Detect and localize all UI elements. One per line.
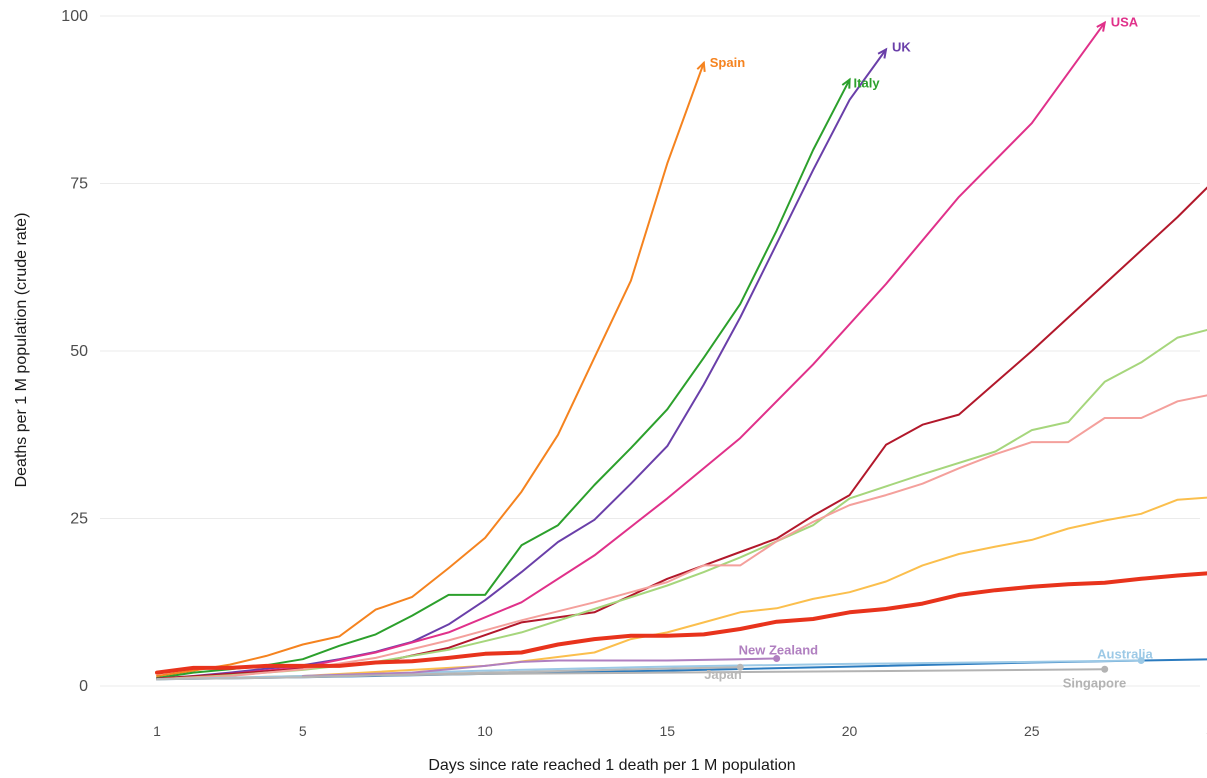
- x-axis-title: Days since rate reached 1 death per 1 M …: [428, 757, 795, 774]
- x-tick-label: 25: [1024, 723, 1040, 739]
- series-arrow-uk: [877, 47, 888, 59]
- y-axis-ticks: 0 25 50 75 100: [61, 8, 88, 695]
- series-line-singapore: [301, 668, 1106, 678]
- x-tick-label: 5: [299, 723, 307, 739]
- series-line-rest-of-canada-excluding-bc: [156, 186, 1207, 680]
- x-tick-label: 10: [477, 723, 493, 739]
- series-end-dot-japan: [736, 663, 744, 671]
- series-line-italy: [156, 78, 851, 679]
- series-label-australia: Australia: [1097, 647, 1153, 662]
- series-line-germany: [156, 328, 1207, 681]
- series-arrow-usa: [1096, 20, 1107, 32]
- series-line-bc: [155, 571, 1207, 675]
- series-label-uk: UK: [892, 40, 911, 55]
- y-tick-label: 100: [61, 8, 88, 25]
- series-end-dot-new-zealand: [773, 655, 781, 663]
- gridlines: [100, 15, 1200, 687]
- x-tick-label: 20: [842, 723, 858, 739]
- series-line-spain: [156, 61, 705, 677]
- y-tick-label: 0: [79, 678, 88, 695]
- y-axis-title: Deaths per 1 M population (crude rate): [13, 213, 30, 488]
- series-lines: [155, 20, 1207, 681]
- series-labels: SpainItalyUKUSARest of Canada (excluding…: [704, 15, 1153, 691]
- x-tick-label: 1: [153, 723, 161, 739]
- series-end-dot-australia: [1137, 657, 1145, 665]
- series-line-japan: [156, 666, 742, 681]
- series-line-hubei: [156, 394, 1207, 681]
- series-label-spain: Spain: [710, 55, 745, 70]
- series-label-new-zealand: New Zealand: [739, 643, 819, 658]
- series-label-italy: Italy: [854, 76, 881, 91]
- series-line-uk: [156, 48, 887, 680]
- x-axis-ticks: 15101520253035404550: [153, 723, 1207, 739]
- series-end-dot-singapore: [1101, 665, 1109, 673]
- series-line-new-zealand: [301, 657, 778, 677]
- y-tick-label: 25: [70, 511, 88, 528]
- series-line-norway: [156, 496, 1207, 681]
- series-label-usa: USA: [1111, 15, 1139, 30]
- series-arrow-spain: [696, 60, 706, 72]
- x-tick-label: 15: [660, 723, 676, 739]
- series-label-japan: Japan: [704, 667, 742, 682]
- series-label-singapore: Singapore: [1063, 675, 1127, 690]
- y-tick-label: 50: [70, 343, 88, 360]
- y-tick-label: 75: [70, 176, 88, 193]
- series-arrow-italy: [841, 77, 851, 89]
